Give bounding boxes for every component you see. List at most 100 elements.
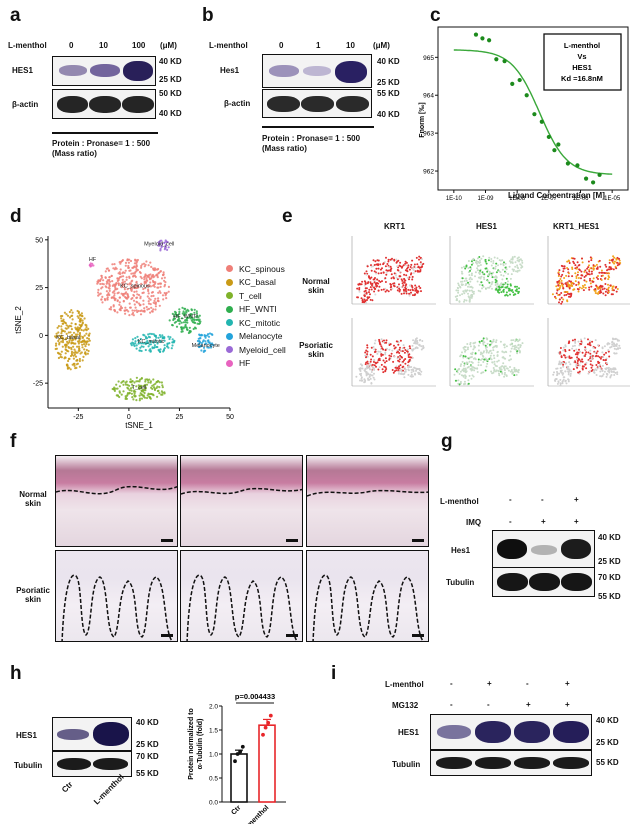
- cell-point: [497, 369, 500, 372]
- cell-point: [167, 285, 170, 288]
- cell-point: [578, 268, 581, 271]
- cell-point: [490, 258, 493, 260]
- fit-curve-line: [453, 49, 613, 175]
- cell-point: [467, 382, 470, 385]
- cell-point: [618, 339, 620, 342]
- cell-point: [368, 291, 370, 294]
- cell-point: [155, 386, 158, 390]
- cell-point: [360, 297, 363, 300]
- cell-point: [402, 284, 405, 287]
- cell-point: [589, 357, 591, 360]
- cell-point: [457, 382, 460, 385]
- cell-point: [158, 290, 161, 293]
- cell-point: [588, 273, 591, 276]
- cell-point: [196, 314, 199, 317]
- cell-point: [370, 269, 373, 272]
- cell-point: [375, 365, 377, 368]
- cell-point: [403, 281, 406, 284]
- cell-point: [612, 285, 615, 288]
- cell-point: [418, 255, 421, 258]
- cell-point: [472, 292, 475, 295]
- cell-point: [403, 346, 406, 349]
- cell-point: [465, 299, 468, 302]
- cell-point: [515, 346, 518, 349]
- x-tick-label: 0: [127, 414, 131, 421]
- cell-point: [393, 259, 396, 262]
- cell-point: [488, 281, 491, 284]
- cell-point: [66, 349, 69, 352]
- cell-point: [70, 325, 73, 328]
- feature-plot: [449, 318, 534, 387]
- cell-point: [159, 348, 162, 351]
- cell-point: [130, 289, 133, 292]
- cell-point: [59, 315, 63, 318]
- blot-band: [93, 758, 128, 770]
- cell-point: [418, 258, 420, 261]
- cell-point: [495, 345, 497, 348]
- cell-point: [133, 381, 136, 384]
- cell-point: [615, 348, 618, 351]
- cell-point: [505, 345, 508, 348]
- cell-point: [398, 358, 401, 361]
- cell-point: [488, 350, 491, 353]
- cell-point: [364, 287, 367, 290]
- cell-point: [197, 342, 200, 345]
- panel-b-ratio-line1: Protein : Pronase= 1 : 500: [262, 134, 361, 143]
- cell-point: [63, 311, 66, 314]
- cell-point: [519, 350, 521, 353]
- cell-point: [70, 350, 74, 353]
- cell-point: [386, 289, 388, 292]
- cell-point: [412, 348, 415, 351]
- cell-point: [410, 284, 413, 287]
- cell-point: [494, 265, 497, 268]
- cell-point: [142, 303, 145, 306]
- cell-point: [122, 275, 125, 278]
- cell-point: [454, 368, 457, 371]
- panel-g-blot1-label: Hes1: [451, 546, 471, 555]
- cell-point: [403, 351, 406, 354]
- cell-point: [384, 281, 387, 283]
- cell-point: [581, 261, 584, 264]
- blot-band: [437, 725, 471, 739]
- cell-point: [81, 343, 84, 346]
- cell-point: [129, 283, 132, 286]
- cell-point: [513, 255, 516, 258]
- cell-point: [473, 366, 476, 369]
- cell-point: [482, 351, 485, 354]
- cell-point: [68, 310, 71, 314]
- cell-point: [509, 350, 512, 353]
- cell-point: [461, 293, 464, 296]
- cell-point: [135, 268, 138, 271]
- cell-point: [498, 270, 501, 273]
- cell-point: [370, 371, 373, 373]
- cell-point: [474, 352, 477, 355]
- cell-point: [127, 295, 130, 298]
- cell-point: [133, 262, 136, 265]
- x-tick-label: 1E-06: [572, 196, 589, 200]
- cell-point: [369, 353, 372, 356]
- cell-point: [500, 291, 503, 294]
- cell-point: [183, 326, 186, 329]
- cell-point: [478, 262, 481, 264]
- cell-point: [159, 282, 162, 285]
- cell-point: [467, 267, 470, 270]
- cell-point: [468, 300, 471, 303]
- cell-point: [486, 362, 489, 365]
- cell-point: [402, 344, 405, 347]
- cell-point: [571, 281, 574, 284]
- cell-point: [607, 349, 610, 352]
- cell-point: [380, 345, 383, 348]
- cell-point: [504, 294, 507, 297]
- cell-point: [397, 341, 400, 344]
- cell-point: [126, 288, 129, 291]
- cell-point: [373, 270, 376, 273]
- cell-point: [581, 365, 584, 368]
- cell-point: [509, 277, 512, 280]
- cell-point: [74, 338, 77, 341]
- cell-point: [561, 373, 564, 376]
- cell-point: [459, 370, 462, 373]
- cell-point: [504, 271, 507, 274]
- cell-point: [467, 346, 469, 349]
- cell-point: [76, 351, 79, 354]
- cell-point: [557, 294, 560, 296]
